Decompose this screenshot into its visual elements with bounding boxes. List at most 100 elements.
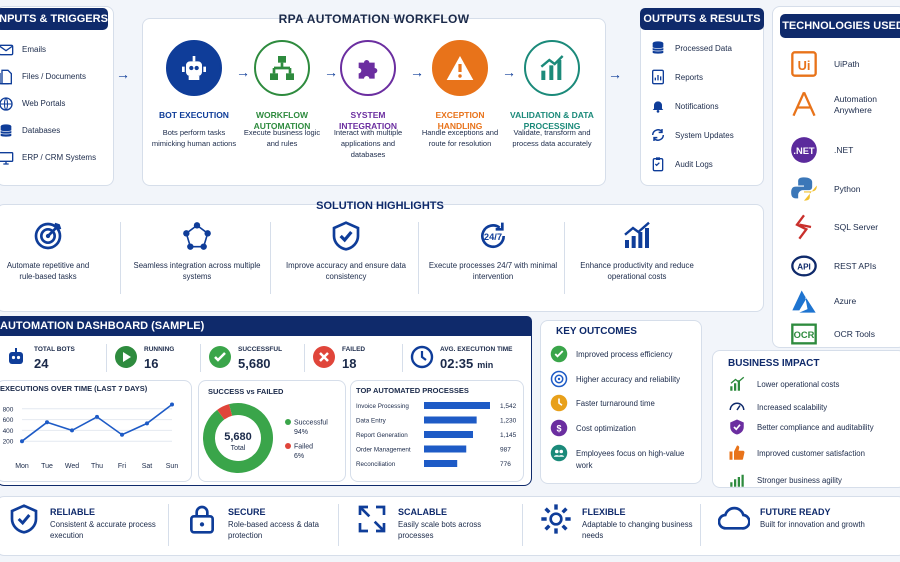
workflow-title: RPA AUTOMATION WORKFLOW [278, 12, 470, 26]
footer-title: SECURE [228, 507, 266, 517]
clock-24-7-icon: 24/7 [481, 222, 506, 249]
warning-icon [446, 56, 474, 80]
uipath-logo-icon: Ui [791, 51, 817, 77]
line-point [70, 428, 74, 433]
workflow-step-desc: Execute business logic and rules [243, 128, 321, 148]
arrow-workflow-to-outputs: → [608, 66, 622, 82]
bar [424, 460, 458, 467]
highlight-text: Execute processes 24/7 with minimal inte… [428, 261, 558, 282]
footer-divider [338, 504, 339, 546]
highlights-title: SOLUTION HIGHLIGHTS [316, 200, 444, 212]
reliable-shield-icon [10, 504, 38, 534]
globe-icon [0, 97, 13, 111]
output-item-label: Notifications [675, 102, 719, 111]
kpi-value: 16 [144, 356, 159, 371]
legend-swatch [285, 419, 291, 425]
kpi-label: AVG. EXECUTION TIME [440, 346, 513, 353]
lock-icon [190, 505, 214, 534]
network-icon [183, 222, 211, 250]
line-point [45, 420, 49, 425]
puzzle-icon [358, 60, 378, 79]
input-item-label: Databases [22, 126, 61, 135]
x-tick-label: Sat [142, 463, 153, 470]
impact-text: Stronger business agility [757, 476, 842, 485]
tech-item-label: Python [834, 184, 861, 194]
python-logo-icon [791, 177, 817, 201]
legend-label: Failed [294, 444, 313, 451]
donut-center-label: Total [231, 445, 246, 452]
input-item-label: Emails [22, 45, 47, 54]
scale-arrows-icon [358, 505, 386, 533]
footer-divider [700, 504, 701, 546]
donut-slice [217, 404, 233, 420]
tech-item-label: .NET [834, 145, 854, 155]
svg-text:API: API [797, 263, 811, 272]
bar [424, 431, 474, 438]
svg-text:Ui: Ui [798, 58, 811, 73]
outcome-text: Improved process efficiency [576, 350, 673, 359]
kpi-value: 24 [34, 356, 49, 371]
outputs-title: OUTPUTS & RESULTS [640, 8, 764, 30]
inputs-panel [0, 6, 114, 186]
tech-item-label: Automation Anywhere [834, 94, 877, 116]
workflow-step-title: BOT EXECUTION [159, 110, 229, 120]
thumbs-up-icon [729, 445, 745, 460]
svg-text:$: $ [556, 423, 561, 433]
ocr-icon: OCR [791, 323, 817, 345]
footer-desc: Built for innovation and growth [760, 520, 865, 529]
check-circle-icon [209, 346, 231, 368]
mail-icon [0, 44, 14, 56]
input-item-label: ERP / CRM Systems [22, 153, 97, 162]
x-tick-label: Wed [65, 463, 79, 470]
footer-title: SCALABLE [398, 507, 447, 517]
impact-panel [712, 350, 900, 488]
kpi-value: 02:35 min [440, 356, 494, 371]
highlights-panel [0, 204, 764, 312]
svg-text:OCR: OCR [794, 330, 815, 340]
compliance-shield-icon [730, 419, 744, 435]
robot-icon [182, 56, 206, 80]
footer-desc: Adaptable to changing business needs [582, 520, 693, 540]
impact-title: BUSINESS IMPACT [728, 358, 820, 369]
footer-title: FUTURE READY [760, 507, 831, 517]
input-item-label: Web Portals [22, 99, 66, 108]
outcome-text: Employees focus on high-value work [576, 449, 685, 470]
y-tick-label: 400 [3, 428, 14, 435]
bar-chart-title: TOP AUTOMATED PROCESSES [356, 386, 469, 395]
x-tick-label: Sun [166, 463, 179, 470]
legend-pct: 94% [294, 429, 308, 436]
impact-text: Increased scalability [757, 403, 828, 412]
kpi-label: SUCCESSFUL [238, 346, 283, 353]
clock-icon [550, 394, 568, 412]
line-point [20, 439, 24, 444]
donut-title: SUCCESS vs FAILED [208, 387, 284, 396]
x-tick-label: Tue [41, 463, 53, 470]
legend-pct: 6% [294, 453, 304, 460]
x-tick-label: Thu [91, 463, 103, 470]
outcomes-title: KEY OUTCOMES [556, 326, 637, 337]
gauge-icon [729, 402, 745, 411]
rest-api-icon: API [791, 255, 817, 277]
highlight-text: Automate repetitive and rule-based tasks [6, 261, 90, 282]
cloud-icon [718, 506, 750, 530]
target-icon [34, 222, 62, 250]
workflow-step-circle [432, 40, 488, 96]
line-point [95, 414, 99, 419]
highlight-divider [418, 222, 419, 294]
highlight-text: Improve accuracy and ensure data consist… [285, 261, 407, 282]
check-circle-icon [550, 345, 568, 363]
workflow-arrow: → [324, 64, 338, 80]
bar-chart: Invoice Processing 1,542 Data Entry 1,230 Re… [356, 402, 517, 468]
workflow-step-title: EXCEPTION HANDLING [435, 110, 485, 132]
footer-desc: Role-based access & data protection [228, 520, 320, 540]
x-tick-label: Fri [118, 463, 127, 470]
y-tick-label: 800 [3, 406, 14, 413]
kpi-divider [304, 344, 305, 372]
tech-item-label: REST APIs [834, 261, 877, 271]
y-tick-label: 600 [3, 417, 14, 424]
shield-check-icon [332, 221, 360, 251]
kpi-divider [402, 344, 403, 372]
play-icon [115, 346, 137, 368]
svg-text:.NET: .NET [793, 146, 815, 156]
footer-title: FLEXIBLE [582, 507, 626, 517]
